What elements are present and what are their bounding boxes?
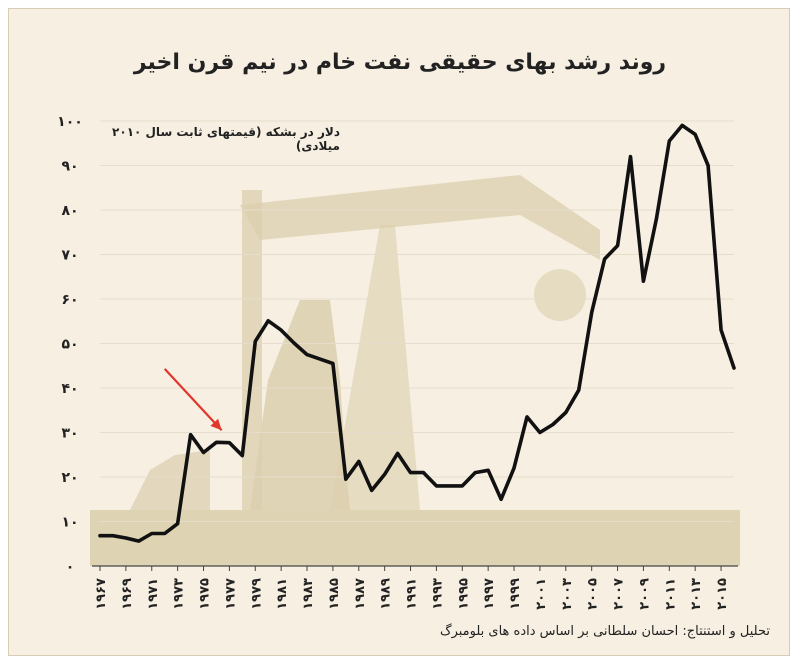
ground-silhouette xyxy=(90,510,740,566)
x-tick-label: ۱۹۸۳ xyxy=(301,578,316,610)
y-tick-label: ۲۰ xyxy=(61,470,78,486)
x-tick-label: ۲۰۱۳ xyxy=(689,578,704,610)
series-line xyxy=(98,123,736,543)
x-tick-label: ۱۹۸۷ xyxy=(353,578,368,610)
x-tick-label: ۲۰۰۱ xyxy=(534,578,549,610)
x-tick-label: ۱۹۷۷ xyxy=(223,578,238,610)
x-tick-label: ۱۹۹۳ xyxy=(430,578,445,610)
y-tick-label: ۴۰ xyxy=(61,381,78,397)
pump-base-silhouette xyxy=(250,300,350,510)
x-tick-label: ۱۹۸۵ xyxy=(327,578,342,610)
x-tick-label: ۱۹۸۱ xyxy=(275,578,290,610)
x-tick-label: ۲۰۱۵ xyxy=(715,578,730,610)
x-tick-label: ۱۹۷۳ xyxy=(172,578,187,610)
y-tick-label: ۱۰ xyxy=(61,515,78,531)
x-tick-label: ۱۹۸۹ xyxy=(379,578,394,610)
y-tick-label: ۵۰ xyxy=(61,337,78,353)
annotation-arrow-head xyxy=(210,418,222,431)
annotation-arrow-shaft xyxy=(163,368,223,432)
x-tick-label: ۱۹۷۹ xyxy=(249,578,264,610)
hill-silhouette xyxy=(130,450,210,510)
x-tick-label: ۱۹۹۷ xyxy=(482,578,497,610)
x-tick-label: ۱۹۹۹ xyxy=(508,578,523,610)
x-tick-label: ۲۰۱۱ xyxy=(663,578,678,610)
x-tick-label: ۲۰۰۹ xyxy=(637,578,652,610)
y-axis-unit-label: دلار در بشکه (قیمتهای ثابت سال ۲۰۱۰ میلا… xyxy=(112,125,340,153)
pump-frame-silhouette xyxy=(330,225,420,510)
chart-title: روند رشد بهای حقیقی نفت خام در نیم قرن ا… xyxy=(133,50,667,75)
pump-crank-silhouette xyxy=(534,269,586,321)
y-tick-label: ۷۰ xyxy=(61,248,78,264)
pump-beam-silhouette xyxy=(240,175,600,260)
y-tick-label: ۱۰۰ xyxy=(57,114,83,130)
x-tick-label: ۲۰۰۷ xyxy=(612,578,627,610)
x-tick-label: ۱۹۶۷ xyxy=(94,578,109,610)
y-tick-label: ۰ xyxy=(66,559,75,575)
x-tick-label: ۱۹۷۱ xyxy=(146,578,161,610)
x-tick-label: ۲۰۰۳ xyxy=(560,578,575,610)
y-tick-label: ۳۰ xyxy=(61,426,78,442)
x-tick-label: ۱۹۶۹ xyxy=(120,578,135,610)
source-credit: تحلیل و استنتاج: احسان سلطانی بر اساس دا… xyxy=(439,624,770,639)
y-tick-label: ۶۰ xyxy=(61,292,78,308)
x-tick-label: ۱۹۹۱ xyxy=(405,578,420,610)
pump-head-silhouette xyxy=(242,190,262,510)
x-tick-label: ۲۰۰۵ xyxy=(586,578,601,610)
x-tick-label: ۱۹۹۵ xyxy=(456,578,471,610)
x-tick-label: ۱۹۷۵ xyxy=(198,578,213,610)
y-tick-label: ۸۰ xyxy=(61,203,78,219)
y-tick-label: ۹۰ xyxy=(61,159,78,175)
